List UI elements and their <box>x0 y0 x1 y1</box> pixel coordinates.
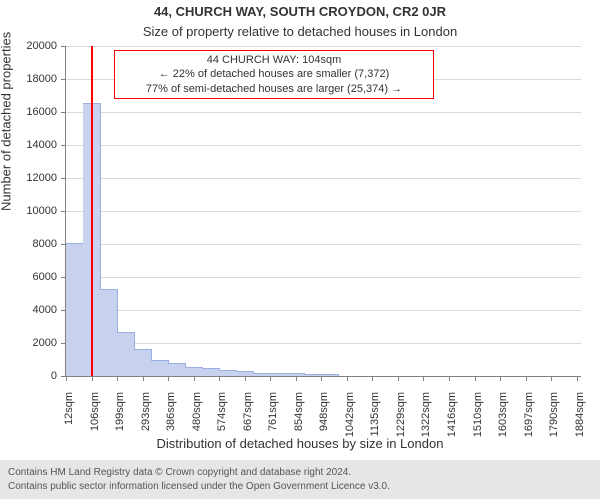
ytick-mark <box>61 79 66 80</box>
xtick-mark <box>526 376 527 381</box>
annotation-box: 44 CHURCH WAY: 104sqm ← 22% of detached … <box>114 50 434 99</box>
histogram-bar <box>117 332 135 376</box>
ytick-label: 12000 <box>17 172 57 184</box>
gridline <box>66 211 581 212</box>
xtick-mark <box>372 376 373 381</box>
histogram-bar <box>151 360 169 376</box>
ytick-label: 18000 <box>17 73 57 85</box>
xtick-label: 12sqm <box>63 392 75 442</box>
histogram-bar <box>134 349 152 376</box>
chart-title: 44, CHURCH WAY, SOUTH CROYDON, CR2 0JR <box>0 4 600 19</box>
gridline <box>66 277 581 278</box>
ytick-label: 10000 <box>17 205 57 217</box>
ytick-mark <box>61 178 66 179</box>
ytick-label: 4000 <box>17 304 57 316</box>
chart-container: 44, CHURCH WAY, SOUTH CROYDON, CR2 0JR S… <box>0 0 600 500</box>
xtick-label: 1697sqm <box>523 392 535 442</box>
footer-line1: Contains HM Land Registry data © Crown c… <box>8 466 592 480</box>
histogram-bar <box>253 373 271 376</box>
xtick-mark <box>449 376 450 381</box>
histogram-bar <box>304 374 322 376</box>
xtick-mark <box>347 376 348 381</box>
xtick-label: 1322sqm <box>420 392 432 442</box>
ytick-mark <box>61 211 66 212</box>
xtick-label: 574sqm <box>216 392 228 442</box>
xtick-label: 293sqm <box>140 392 152 442</box>
gridline <box>66 178 581 179</box>
xtick-label: 948sqm <box>318 392 330 442</box>
footer-line2: Contains public sector information licen… <box>8 480 592 494</box>
xtick-mark <box>475 376 476 381</box>
y-axis-label: Number of detached properties <box>0 32 14 211</box>
gridline <box>66 244 581 245</box>
gridline <box>66 343 581 344</box>
plot-area: 44 CHURCH WAY: 104sqm ← 22% of detached … <box>65 46 581 377</box>
histogram-bar <box>168 363 186 376</box>
xtick-label: 480sqm <box>191 392 203 442</box>
xtick-label: 386sqm <box>165 392 177 442</box>
xtick-label: 667sqm <box>242 392 254 442</box>
histogram-bar <box>321 374 339 376</box>
xtick-mark <box>296 376 297 381</box>
xtick-mark <box>66 376 67 381</box>
xtick-mark <box>270 376 271 381</box>
xtick-mark <box>398 376 399 381</box>
xtick-mark <box>143 376 144 381</box>
chart-subtitle: Size of property relative to detached ho… <box>0 24 600 39</box>
chart-footer: Contains HM Land Registry data © Crown c… <box>0 460 600 499</box>
xtick-mark <box>577 376 578 381</box>
histogram-bar <box>236 371 254 376</box>
ytick-mark <box>61 112 66 113</box>
xtick-label: 1790sqm <box>548 392 560 442</box>
xtick-label: 1884sqm <box>574 392 586 442</box>
xtick-mark <box>423 376 424 381</box>
gridline <box>66 145 581 146</box>
annotation-line3: 77% of semi-detached houses are larger (… <box>119 82 429 96</box>
gridline <box>66 112 581 113</box>
xtick-mark <box>245 376 246 381</box>
ytick-label: 8000 <box>17 238 57 250</box>
xtick-label: 1135sqm <box>369 392 381 442</box>
ytick-label: 0 <box>17 370 57 382</box>
gridline <box>66 310 581 311</box>
xtick-mark <box>168 376 169 381</box>
xtick-label: 1510sqm <box>472 392 484 442</box>
ytick-label: 2000 <box>17 337 57 349</box>
marker-line <box>91 46 93 376</box>
xtick-mark <box>92 376 93 381</box>
histogram-bar <box>66 243 84 376</box>
xtick-label: 1603sqm <box>497 392 509 442</box>
xtick-label: 106sqm <box>89 392 101 442</box>
annotation-line2: ← 22% of detached houses are smaller (7,… <box>119 67 429 81</box>
ytick-label: 6000 <box>17 271 57 283</box>
xtick-label: 199sqm <box>114 392 126 442</box>
xtick-label: 1416sqm <box>446 392 458 442</box>
xtick-label: 761sqm <box>267 392 279 442</box>
ytick-mark <box>61 145 66 146</box>
histogram-bar <box>100 289 118 376</box>
xtick-mark <box>219 376 220 381</box>
xtick-mark <box>194 376 195 381</box>
xtick-label: 1042sqm <box>344 392 356 442</box>
histogram-bar <box>185 367 203 376</box>
xtick-mark <box>551 376 552 381</box>
histogram-bar <box>202 368 220 376</box>
histogram-bar <box>287 373 305 376</box>
xtick-mark <box>500 376 501 381</box>
histogram-bar <box>219 370 237 376</box>
ytick-mark <box>61 46 66 47</box>
histogram-bar <box>270 373 288 376</box>
xtick-label: 1229sqm <box>395 392 407 442</box>
gridline <box>66 46 581 47</box>
ytick-label: 20000 <box>17 40 57 52</box>
annotation-line1: 44 CHURCH WAY: 104sqm <box>119 53 429 67</box>
xtick-label: 854sqm <box>293 392 305 442</box>
xtick-mark <box>321 376 322 381</box>
xtick-mark <box>117 376 118 381</box>
ytick-label: 14000 <box>17 139 57 151</box>
ytick-label: 16000 <box>17 106 57 118</box>
